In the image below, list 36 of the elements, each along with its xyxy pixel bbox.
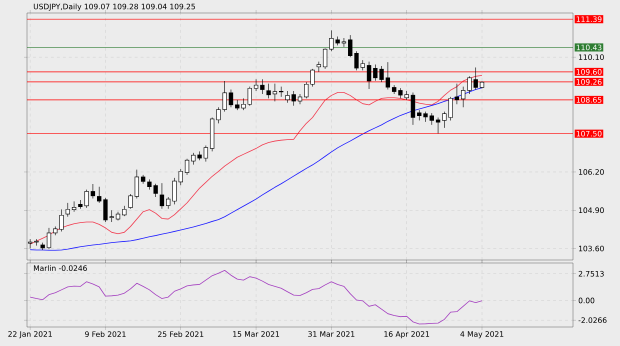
candlestick xyxy=(474,67,478,90)
candlestick xyxy=(354,50,359,71)
candlestick xyxy=(235,100,240,110)
candlestick xyxy=(278,86,284,98)
candlestick xyxy=(110,210,114,222)
candlestick xyxy=(147,179,152,190)
candlestick xyxy=(241,98,246,110)
candlestick xyxy=(360,60,365,71)
candlestick xyxy=(72,201,76,212)
candlestick xyxy=(160,182,164,210)
candlestick xyxy=(178,168,183,186)
candlestick xyxy=(417,110,422,121)
candlestick xyxy=(366,61,372,90)
candlestick xyxy=(316,61,322,72)
candlestick xyxy=(153,183,158,198)
candlestick xyxy=(46,228,52,250)
candlestick xyxy=(59,209,64,232)
candlestick xyxy=(430,112,434,126)
candlestick xyxy=(410,92,416,126)
candlestick xyxy=(166,196,170,210)
candlestick xyxy=(172,178,177,205)
candlestick xyxy=(184,158,190,176)
candlestick xyxy=(310,68,315,87)
candlestick xyxy=(298,94,302,105)
candlestick xyxy=(191,152,196,165)
line-series xyxy=(30,270,482,324)
candlestick xyxy=(292,90,296,106)
candlestick xyxy=(304,82,308,99)
candlestick xyxy=(66,202,70,218)
candlestick xyxy=(248,86,252,106)
candlestick xyxy=(122,206,126,216)
candlestick xyxy=(222,80,227,112)
candlestick xyxy=(228,89,234,108)
candlestick xyxy=(348,34,352,58)
candlestick xyxy=(373,64,378,82)
candlestick xyxy=(285,90,290,104)
